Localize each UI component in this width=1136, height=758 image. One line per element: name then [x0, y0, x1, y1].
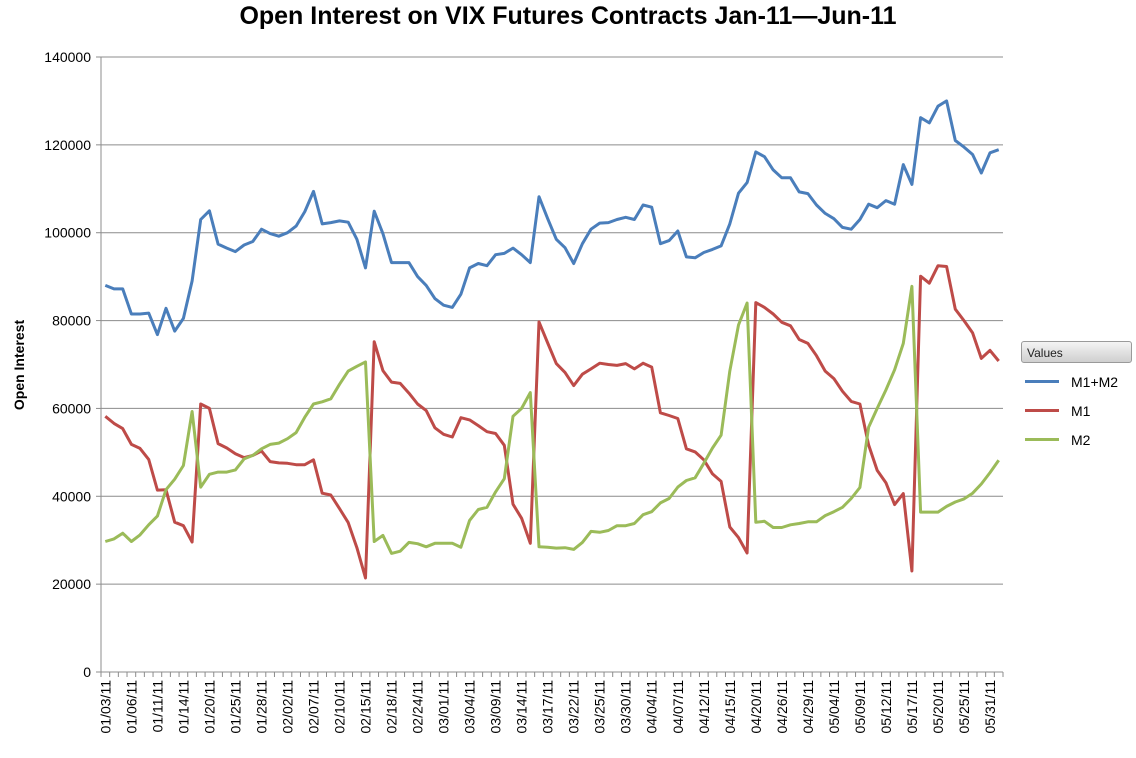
legend-items: M1+M2 M1 M2 [1021, 367, 1132, 454]
x-tick-label: 03/04/11 [462, 680, 478, 734]
x-tick-label: 03/30/11 [618, 680, 634, 734]
x-tick-label: 02/02/11 [279, 680, 295, 734]
legend-label: M2 [1071, 431, 1091, 448]
legend-item: M1 [1021, 396, 1132, 425]
legend-swatch [1025, 409, 1059, 412]
x-tick-label: 01/25/11 [227, 680, 243, 734]
x-tick-label: 01/28/11 [253, 680, 269, 734]
y-axis-label: Open Interest [11, 320, 27, 411]
legend-swatch [1025, 380, 1059, 383]
y-tick-label: 60000 [52, 400, 91, 416]
series-line-m1-m2 [104, 99, 1000, 337]
x-tick-label: 04/07/11 [670, 680, 686, 734]
x-tick-label: 05/17/11 [904, 680, 920, 734]
x-tick-label: 05/04/11 [826, 680, 842, 734]
legend-swatch [1025, 438, 1059, 441]
x-tick-label: 05/31/11 [982, 680, 998, 734]
legend-item: M1+M2 [1021, 367, 1132, 396]
y-tick-label: 80000 [52, 313, 91, 329]
x-tick-label: 02/15/11 [358, 680, 374, 734]
x-tick-label: 01/20/11 [201, 680, 217, 734]
legend: Values M1+M2 M1 M2 [1021, 341, 1132, 454]
gridlines [96, 56, 1003, 673]
y-tick-label: 0 [83, 664, 91, 680]
x-tick-label: 04/15/11 [722, 680, 738, 734]
x-tick-label: 03/01/11 [436, 680, 452, 734]
x-tick-label: 04/29/11 [800, 680, 816, 734]
y-tick-labels: 0 20000 40000 60000 80000 100000 120000 140000 [44, 49, 91, 680]
y-tick-label: 40000 [52, 488, 91, 504]
y-tick-label: 20000 [52, 576, 91, 592]
x-tick-label: 02/24/11 [410, 680, 426, 734]
x-tick-label: 02/10/11 [332, 680, 348, 734]
legend-label: M1+M2 [1071, 373, 1119, 390]
x-tick-label: 03/17/11 [540, 680, 556, 734]
x-tick-label: 01/03/11 [97, 680, 113, 734]
x-tick-label: 05/25/11 [956, 680, 972, 734]
x-tick-label: 03/22/11 [566, 680, 582, 734]
legend-item: M2 [1021, 425, 1132, 454]
x-tick-label: 02/18/11 [384, 680, 400, 734]
x-tick-label: 04/20/11 [748, 680, 764, 734]
x-tick-label: 03/14/11 [514, 680, 530, 734]
x-tick-label: 02/07/11 [305, 680, 321, 734]
x-tick-label: 03/09/11 [488, 680, 504, 734]
axes [100, 57, 1004, 677]
series-line-m1 [104, 264, 1000, 580]
x-tick-label: 01/14/11 [175, 680, 191, 734]
chart-title: Open Interest on VIX Futures Contracts J… [239, 2, 897, 30]
legend-label: M1 [1071, 402, 1091, 419]
y-tick-label: 100000 [44, 225, 91, 241]
x-tick-label: 05/12/11 [878, 680, 894, 734]
x-tick-label: 03/25/11 [592, 680, 608, 734]
y-tick-label: 120000 [44, 137, 91, 153]
x-tick-labels: 01/03/11 01/06/11 01/11/11 01/14/11 01/20/11… [97, 680, 998, 734]
series-line-m2 [104, 284, 1000, 555]
legend-filter-button[interactable]: Values [1021, 341, 1132, 363]
x-tick-label: 04/04/11 [644, 680, 660, 734]
x-tick-label: 04/12/11 [696, 680, 712, 734]
y-tick-label: 140000 [44, 49, 91, 65]
x-tick-label: 05/20/11 [930, 680, 946, 734]
series-lines [104, 99, 1000, 580]
x-tick-label: 04/26/11 [774, 680, 790, 734]
x-tick-label: 01/11/11 [149, 680, 165, 733]
x-tick-label: 05/09/11 [852, 680, 868, 734]
x-tick-label: 01/06/11 [123, 680, 139, 734]
